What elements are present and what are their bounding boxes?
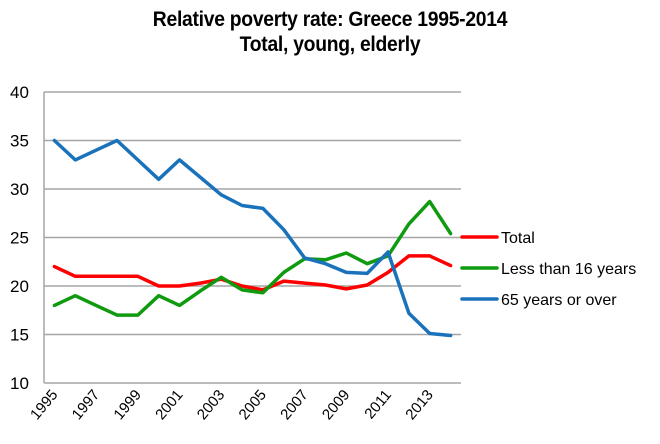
chart-title: Relative poverty rate: Greece 1995-2014	[152, 8, 508, 31]
x-tick-label: 2009	[319, 387, 353, 423]
x-tick-label: 2005	[236, 387, 270, 423]
series-line-2	[52, 138, 453, 338]
x-tick-label: 2011	[361, 387, 395, 423]
y-tick-label: 30	[10, 180, 29, 199]
series-lines	[52, 138, 453, 338]
legend: Total Less than 16 years 65 years or over	[460, 230, 636, 309]
y-tick-label: 15	[10, 326, 29, 345]
x-tick-label: 2001	[152, 387, 186, 423]
y-tick-label: 10	[10, 374, 29, 393]
x-tick-label: 2003	[194, 387, 228, 423]
chart-subtitle: Total, young, elderly	[239, 33, 421, 56]
x-tick-label: 1995	[27, 387, 61, 423]
legend-label-1: Less than 16 years	[501, 261, 636, 278]
x-tick-label: 1997	[69, 387, 103, 423]
x-tick-label: 2013	[402, 387, 436, 423]
y-tick-label: 25	[10, 229, 29, 248]
legend-label-0: Total	[501, 230, 535, 247]
x-tick-label: 1999	[110, 387, 144, 423]
y-tick-label: 40	[10, 83, 29, 102]
y-axis-ticks: 10 15 20 25 30 35 40	[10, 83, 29, 393]
x-axis-ticks: 1995 1997 1999 2001 2003 2005 2007 2009 2011 2013	[27, 387, 437, 423]
y-tick-label: 35	[10, 132, 29, 151]
x-tick-label: 2007	[277, 387, 311, 423]
legend-label-2: 65 years or over	[501, 292, 617, 309]
y-tick-label: 20	[10, 277, 29, 296]
series-line-0	[52, 254, 453, 292]
